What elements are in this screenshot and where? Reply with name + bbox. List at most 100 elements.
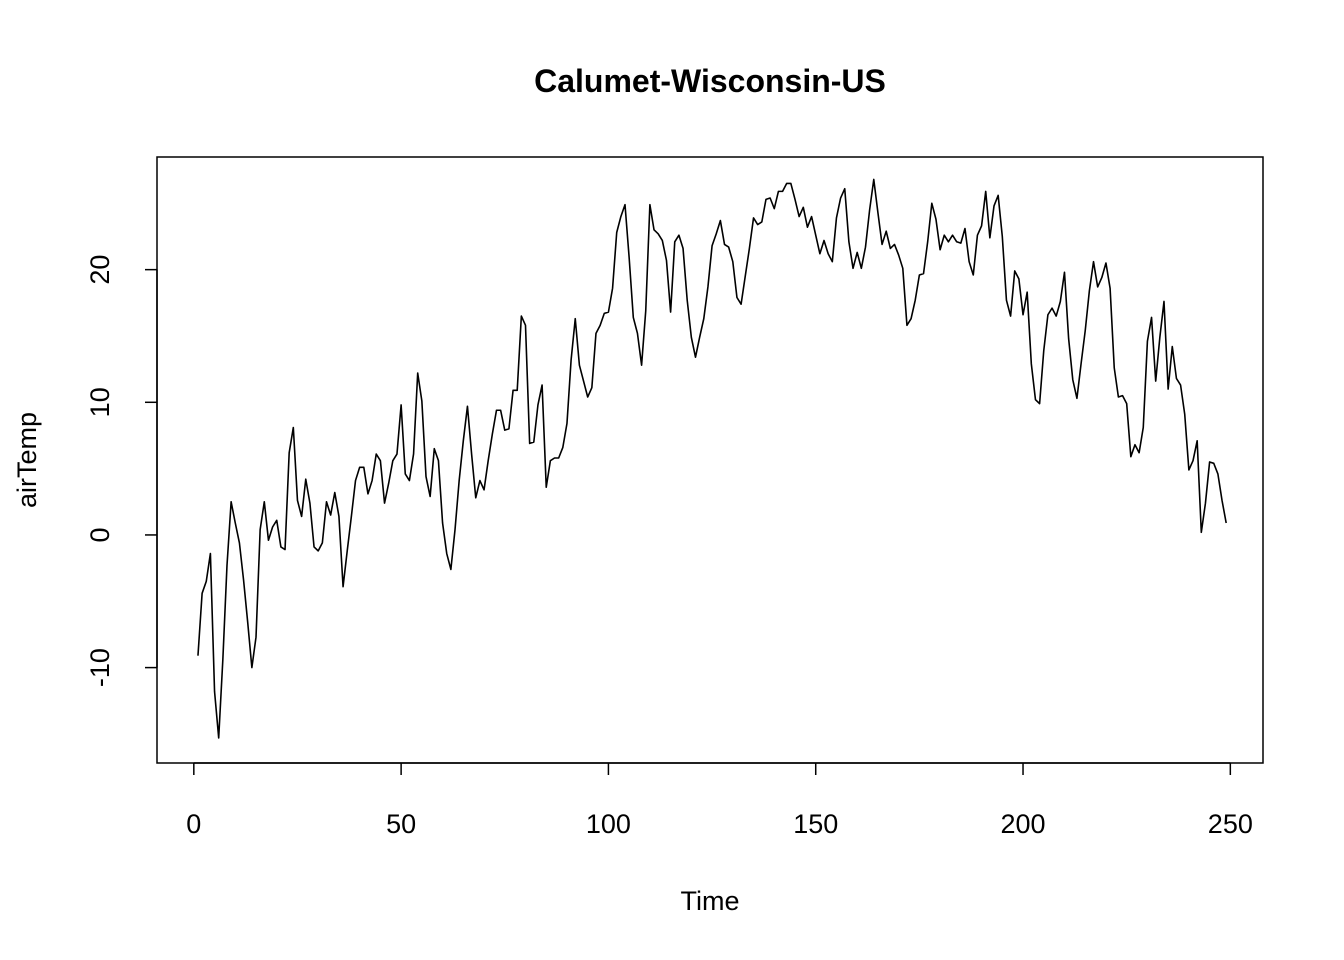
data-point <box>413 453 415 455</box>
data-point <box>1201 531 1203 533</box>
data-point <box>666 260 668 262</box>
data-point <box>1014 270 1016 272</box>
data-point <box>699 337 701 339</box>
data-point <box>255 636 257 638</box>
data-point <box>1047 314 1049 316</box>
data-point <box>732 261 734 263</box>
data-point <box>819 253 821 255</box>
data-point <box>1176 378 1178 380</box>
data-point <box>1068 338 1070 340</box>
data-point <box>885 230 887 232</box>
data-point <box>802 207 804 209</box>
data-point <box>591 387 593 389</box>
data-point <box>533 441 535 443</box>
data-point <box>939 249 941 251</box>
data-point <box>380 460 382 462</box>
data-point <box>338 516 340 518</box>
data-point <box>1113 367 1115 369</box>
data-point <box>516 390 518 392</box>
data-point <box>483 489 485 491</box>
data-points <box>197 179 1227 739</box>
data-point <box>1018 278 1020 280</box>
data-point <box>778 191 780 193</box>
data-point <box>997 195 999 197</box>
data-point <box>657 233 659 235</box>
data-point <box>881 244 883 246</box>
data-point <box>927 241 929 243</box>
data-point <box>342 586 344 588</box>
x-tick-label: 0 <box>186 809 201 839</box>
data-point <box>351 516 353 518</box>
data-point <box>856 252 858 254</box>
data-point <box>595 333 597 335</box>
data-point <box>359 467 361 469</box>
data-point <box>753 217 755 219</box>
data-point <box>761 221 763 223</box>
data-point <box>848 241 850 243</box>
data-point <box>906 325 908 327</box>
data-point <box>247 622 249 624</box>
data-point <box>832 261 834 263</box>
data-point <box>769 197 771 199</box>
data-point <box>1080 363 1082 365</box>
data-point <box>703 318 705 320</box>
data-point <box>1076 398 1078 400</box>
data-point <box>890 248 892 250</box>
data-point <box>852 268 854 270</box>
data-point <box>612 287 614 289</box>
data-point <box>562 447 564 449</box>
data-point <box>608 311 610 313</box>
x-tick-label: 200 <box>1000 809 1045 839</box>
data-point <box>624 204 626 206</box>
data-point <box>1101 277 1103 279</box>
data-point <box>226 565 228 567</box>
data-point <box>616 232 618 234</box>
data-point <box>873 179 875 181</box>
data-point <box>1055 315 1057 317</box>
data-point <box>471 453 473 455</box>
data-point <box>674 241 676 243</box>
data-point <box>972 274 974 276</box>
data-point <box>960 242 962 244</box>
data-point <box>811 216 813 218</box>
data-point <box>765 199 767 201</box>
data-point <box>1043 350 1045 352</box>
data-point <box>500 409 502 411</box>
data-point <box>1217 473 1219 475</box>
data-point <box>334 492 336 494</box>
data-point <box>914 299 916 301</box>
data-point <box>438 460 440 462</box>
data-point <box>620 216 622 218</box>
data-point <box>346 550 348 552</box>
y-axis-label: airTemp <box>12 412 42 508</box>
data-point <box>943 234 945 236</box>
data-point <box>201 593 203 595</box>
data-point <box>686 299 688 301</box>
data-point <box>574 318 576 320</box>
data-point <box>363 467 365 469</box>
data-point <box>989 237 991 239</box>
data-point <box>827 253 829 255</box>
data-point <box>1184 413 1186 415</box>
data-point <box>1122 395 1124 397</box>
data-point <box>1064 272 1066 274</box>
data-point <box>1060 301 1062 303</box>
plot-frame <box>156 156 1264 764</box>
data-point <box>1192 460 1194 462</box>
data-point <box>790 183 792 185</box>
data-point <box>396 453 398 455</box>
data-point <box>234 522 236 524</box>
data-point <box>1209 461 1211 463</box>
data-point <box>284 549 286 551</box>
data-point <box>1159 337 1161 339</box>
data-point <box>844 188 846 190</box>
data-point <box>1072 379 1074 381</box>
data-point <box>550 460 552 462</box>
data-point <box>1006 299 1008 301</box>
data-point <box>259 529 261 531</box>
data-point <box>317 550 319 552</box>
data-point <box>956 241 958 243</box>
data-point <box>384 502 386 504</box>
data-point <box>678 234 680 236</box>
data-point <box>1163 301 1165 303</box>
